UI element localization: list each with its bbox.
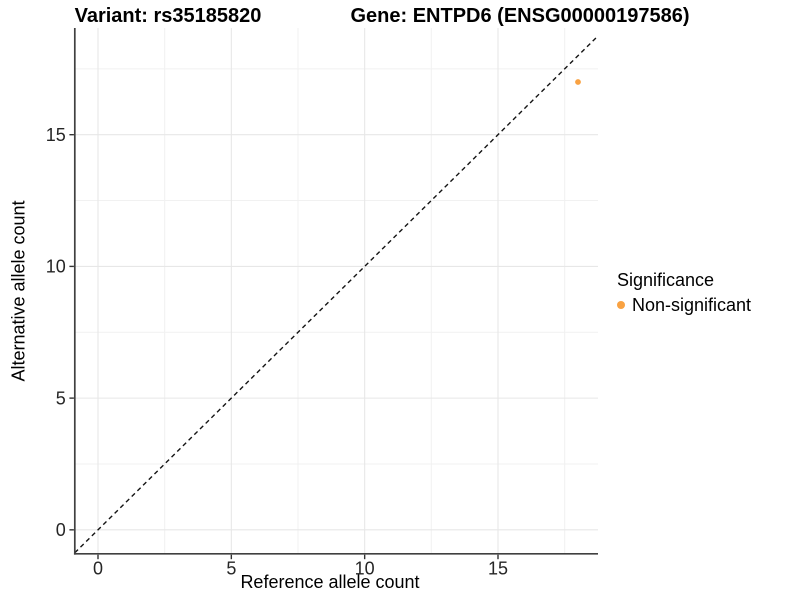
gene-title: Gene: ENTPD6 (ENSG00000197586): [350, 5, 690, 27]
y-tick-label: 5: [56, 388, 66, 408]
legend-point-icon: [617, 301, 625, 309]
identity-line: [74, 35, 599, 554]
x-tick-label: 0: [93, 558, 103, 578]
legend: Significance Non-significant: [617, 269, 751, 316]
y-tick-label: 10: [46, 257, 66, 277]
x-tick-label: 5: [226, 558, 236, 578]
data-point: [575, 79, 581, 85]
x-tick-label: 10: [355, 558, 375, 578]
legend-item: Non-significant: [617, 294, 751, 316]
y-tick-label: 15: [46, 125, 66, 145]
x-axis-label: Reference allele count: [240, 572, 420, 592]
x-tick-label: 15: [488, 558, 508, 578]
variant-title: Variant: rs35185820: [74, 5, 262, 27]
y-tick-label: 0: [56, 520, 66, 540]
legend-title: Significance: [617, 270, 715, 290]
legend-item-label: Non-significant: [632, 295, 752, 315]
y-axis-label: Alternative allele count: [8, 200, 29, 382]
